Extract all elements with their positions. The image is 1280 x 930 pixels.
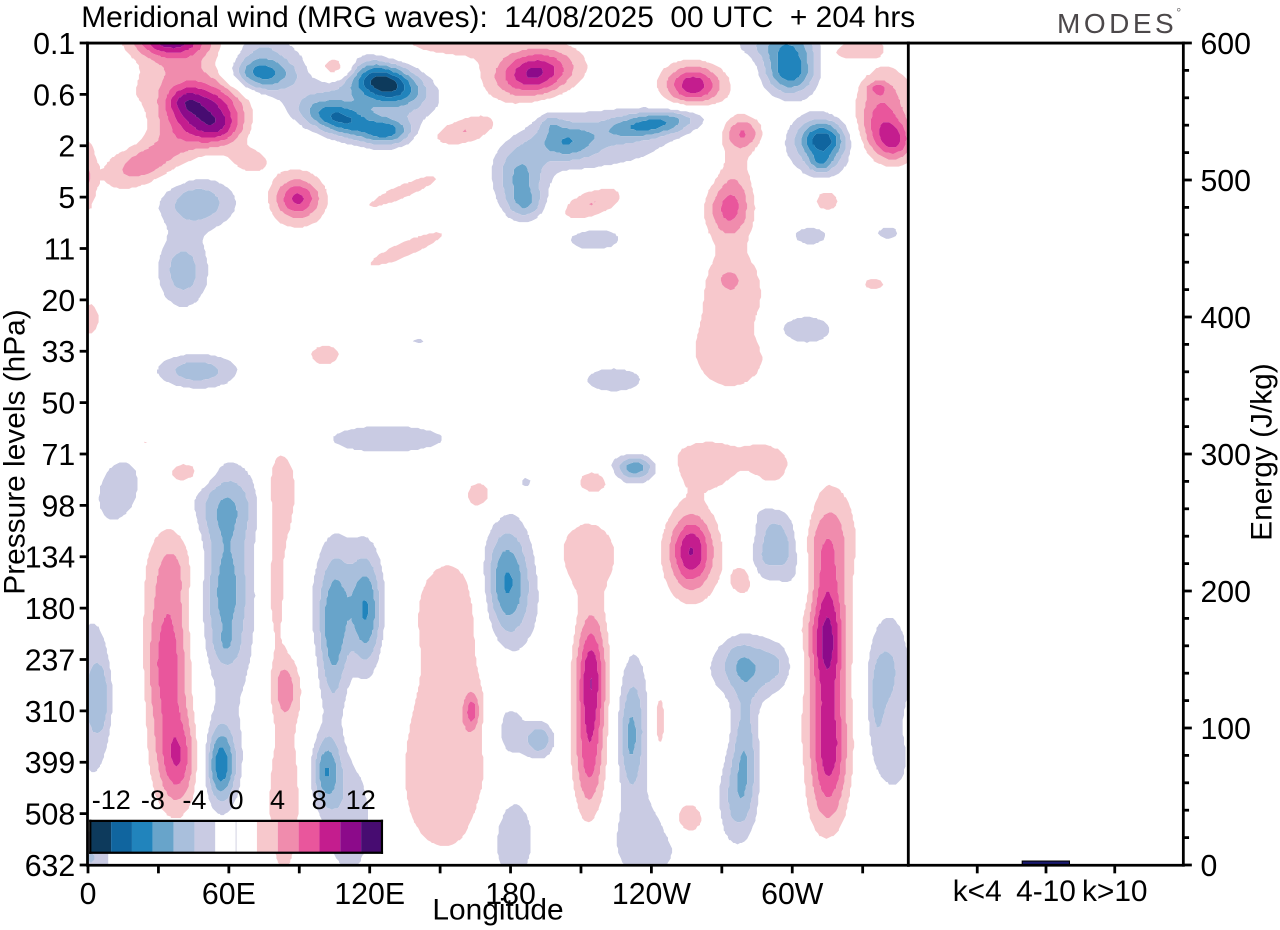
svg-text:180: 180 bbox=[25, 593, 76, 626]
svg-text:-8: -8 bbox=[141, 784, 165, 815]
svg-text:4: 4 bbox=[270, 784, 285, 815]
svg-text:k>10: k>10 bbox=[1082, 875, 1148, 908]
svg-text:8: 8 bbox=[312, 784, 327, 815]
svg-text:5: 5 bbox=[58, 182, 75, 215]
svg-text:399: 399 bbox=[25, 747, 76, 780]
svg-text:50: 50 bbox=[42, 388, 76, 421]
svg-text:12: 12 bbox=[346, 784, 376, 815]
svg-text:Pressure levels (hPa): Pressure levels (hPa) bbox=[0, 309, 32, 594]
svg-text:400: 400 bbox=[1200, 302, 1250, 335]
svg-text:4-10: 4-10 bbox=[1016, 875, 1076, 908]
svg-text:600: 600 bbox=[1200, 28, 1250, 61]
svg-text:200: 200 bbox=[1200, 576, 1250, 609]
svg-text:60W: 60W bbox=[761, 878, 824, 911]
svg-text:134: 134 bbox=[25, 542, 76, 575]
svg-text:-12: -12 bbox=[92, 784, 131, 815]
svg-text:120W: 120W bbox=[612, 878, 691, 911]
svg-text:0: 0 bbox=[1200, 850, 1217, 883]
svg-text:Meridional wind (MRG waves):: Meridional wind (MRG waves): 14/08/2025 … bbox=[81, 1, 915, 34]
svg-text:11: 11 bbox=[44, 233, 75, 266]
svg-text:33: 33 bbox=[42, 336, 76, 369]
svg-text:0.1: 0.1 bbox=[33, 28, 75, 61]
svg-text:120E: 120E bbox=[334, 878, 405, 911]
svg-text:60E: 60E bbox=[202, 878, 256, 911]
svg-text:Longitude: Longitude bbox=[432, 894, 563, 927]
svg-text:71: 71 bbox=[42, 439, 76, 472]
svg-text:20: 20 bbox=[42, 285, 76, 318]
svg-text:632: 632 bbox=[25, 850, 76, 883]
svg-text:500: 500 bbox=[1200, 165, 1250, 198]
svg-text:98: 98 bbox=[42, 490, 76, 523]
svg-text:2: 2 bbox=[58, 131, 75, 164]
svg-text:0: 0 bbox=[80, 878, 97, 911]
svg-text:180: 180 bbox=[485, 878, 535, 911]
svg-text:508: 508 bbox=[25, 799, 76, 832]
svg-text:-4: -4 bbox=[182, 784, 206, 815]
svg-text:0.6: 0.6 bbox=[33, 79, 75, 112]
svg-text:0: 0 bbox=[228, 784, 243, 815]
svg-text:310: 310 bbox=[25, 696, 76, 729]
svg-text:100: 100 bbox=[1200, 713, 1250, 746]
svg-text:Energy (J/kg): Energy (J/kg) bbox=[1246, 363, 1279, 541]
svg-text:237: 237 bbox=[25, 644, 76, 677]
svg-text:300: 300 bbox=[1200, 439, 1250, 472]
svg-text:k<4: k<4 bbox=[953, 875, 1002, 908]
